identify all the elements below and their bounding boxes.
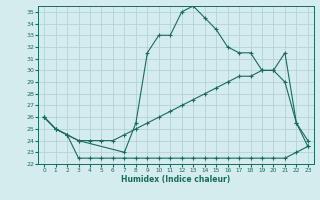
X-axis label: Humidex (Indice chaleur): Humidex (Indice chaleur)	[121, 175, 231, 184]
